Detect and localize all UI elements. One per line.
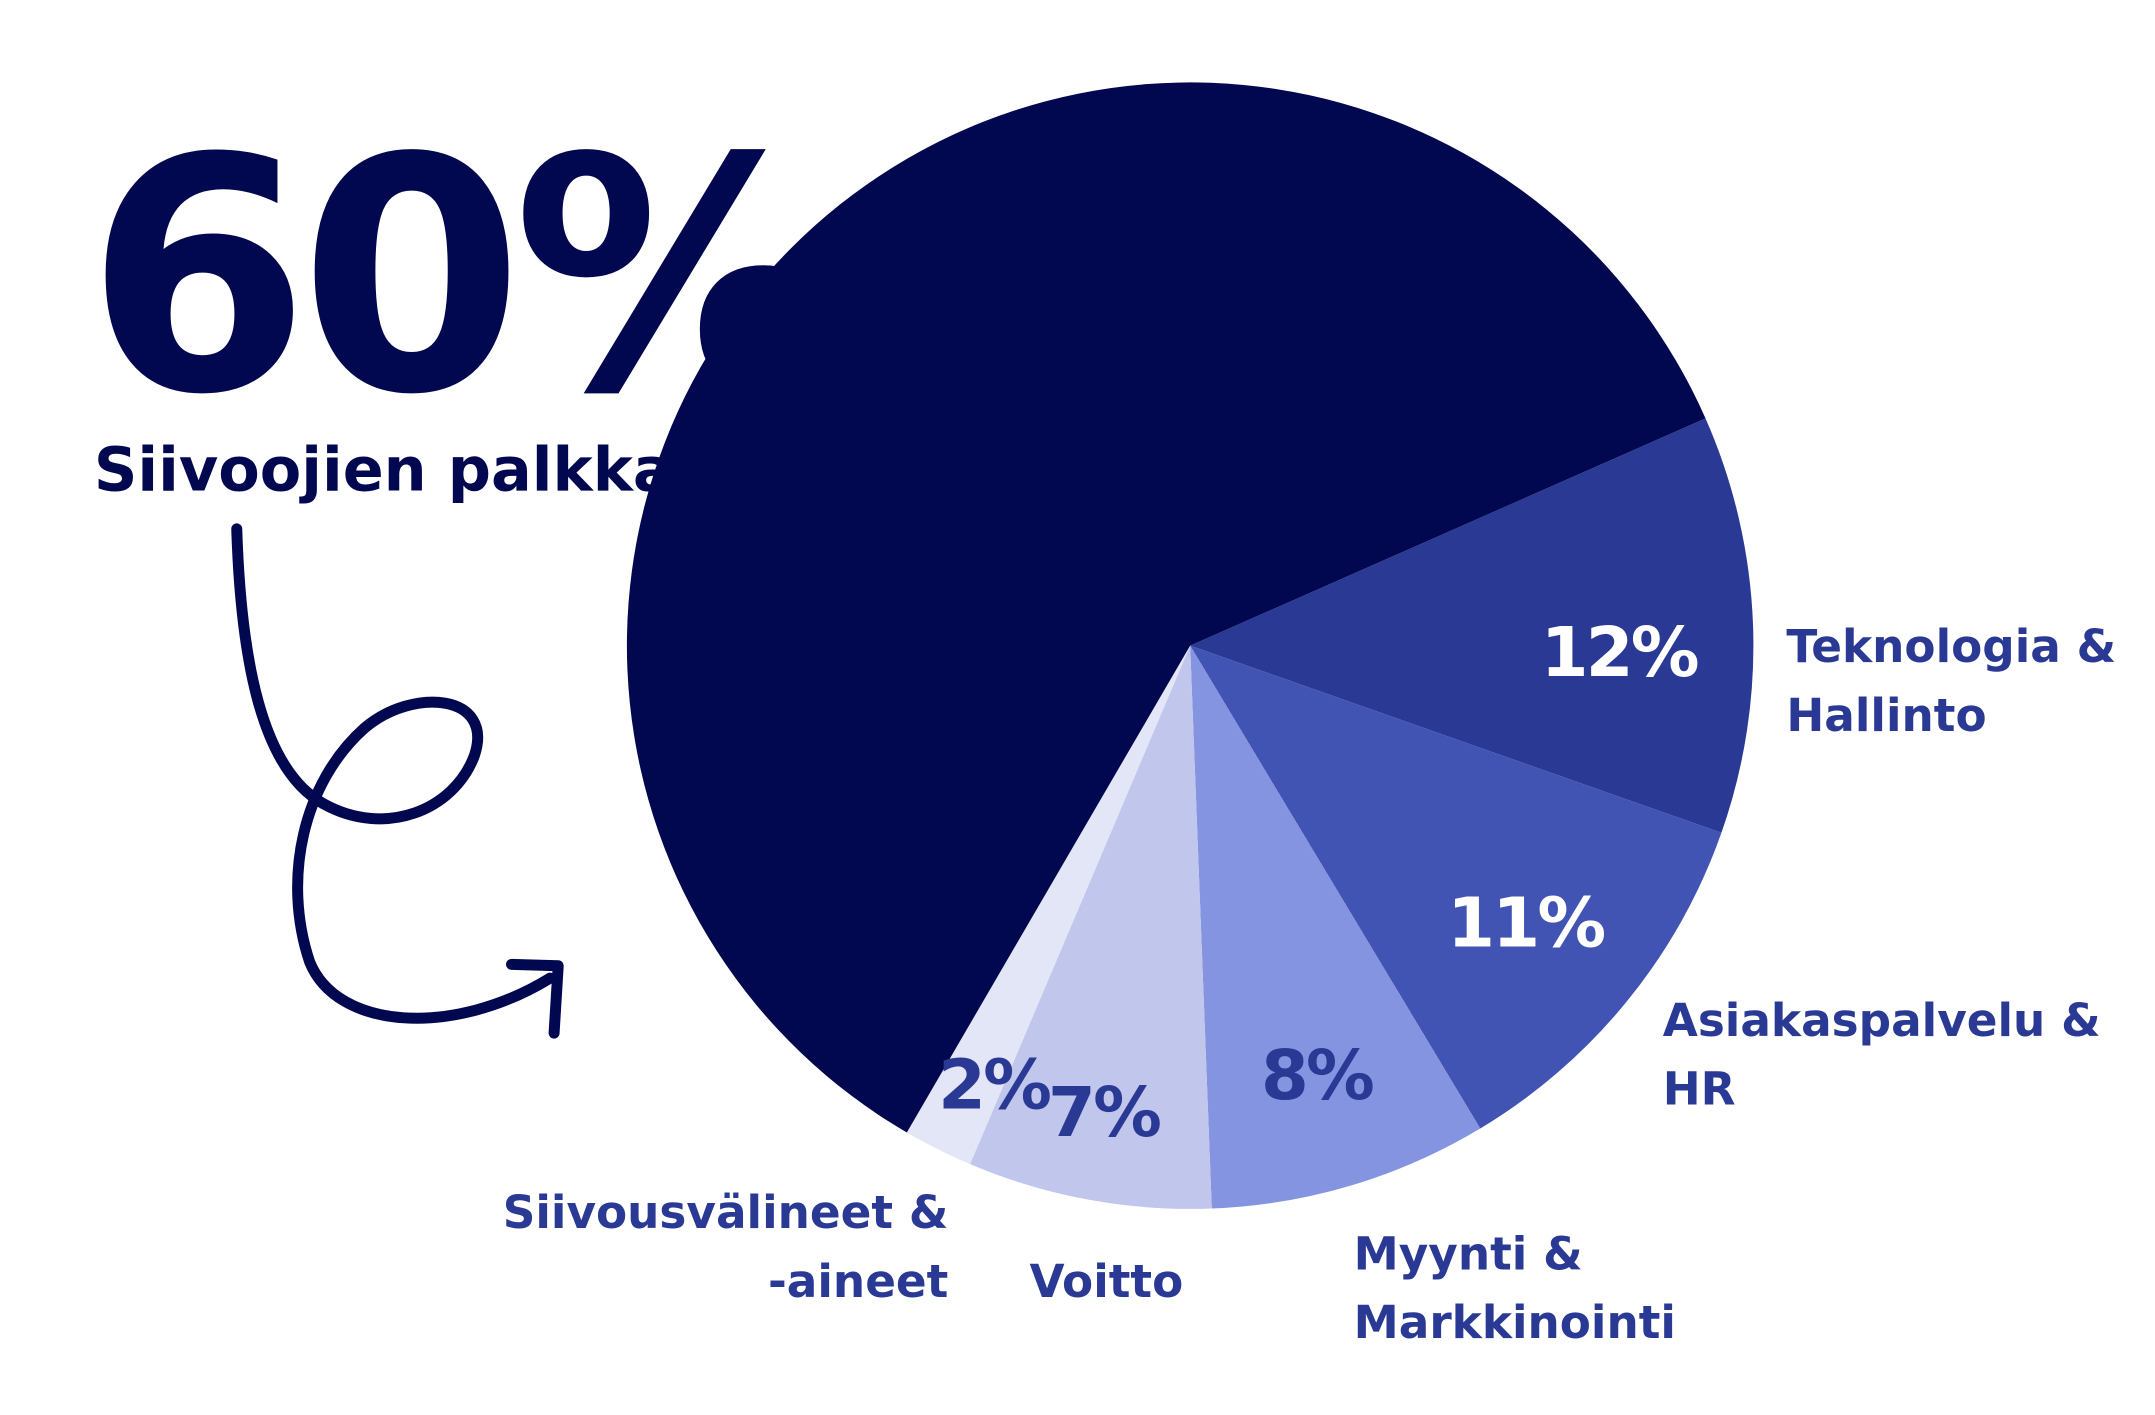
pie-slice [1190, 418, 1754, 833]
category-label: Hallinto [1786, 689, 1986, 742]
value-label: 2% [938, 1046, 1050, 1126]
category-label: Teknologia & [1786, 620, 2116, 673]
category-label: Myynti & [1354, 1227, 1583, 1280]
category-label: Siivoojien palkka [94, 435, 674, 505]
value-label: 7% [1048, 1073, 1160, 1153]
value-label: 60% [86, 90, 831, 466]
category-label: Asiakaspalvelu & [1663, 994, 2101, 1047]
category-label: HR [1663, 1063, 1736, 1116]
value-label: 12% [1541, 613, 1698, 693]
pie-slice [626, 82, 1706, 1133]
value-label: 8% [1261, 1036, 1373, 1116]
category-label: Siivousvälineet & [503, 1186, 949, 1239]
arrow [231, 523, 564, 1039]
category-label: Markkinointi [1354, 1296, 1676, 1349]
category-label: -aineet [768, 1255, 948, 1308]
pie-slice [906, 645, 1191, 1165]
value-label: 11% [1447, 884, 1604, 964]
pie-slice [1190, 645, 1722, 1129]
pie-slice [970, 645, 1212, 1209]
category-label: Voitto [1029, 1255, 1183, 1308]
pie-slice [1190, 645, 1481, 1209]
